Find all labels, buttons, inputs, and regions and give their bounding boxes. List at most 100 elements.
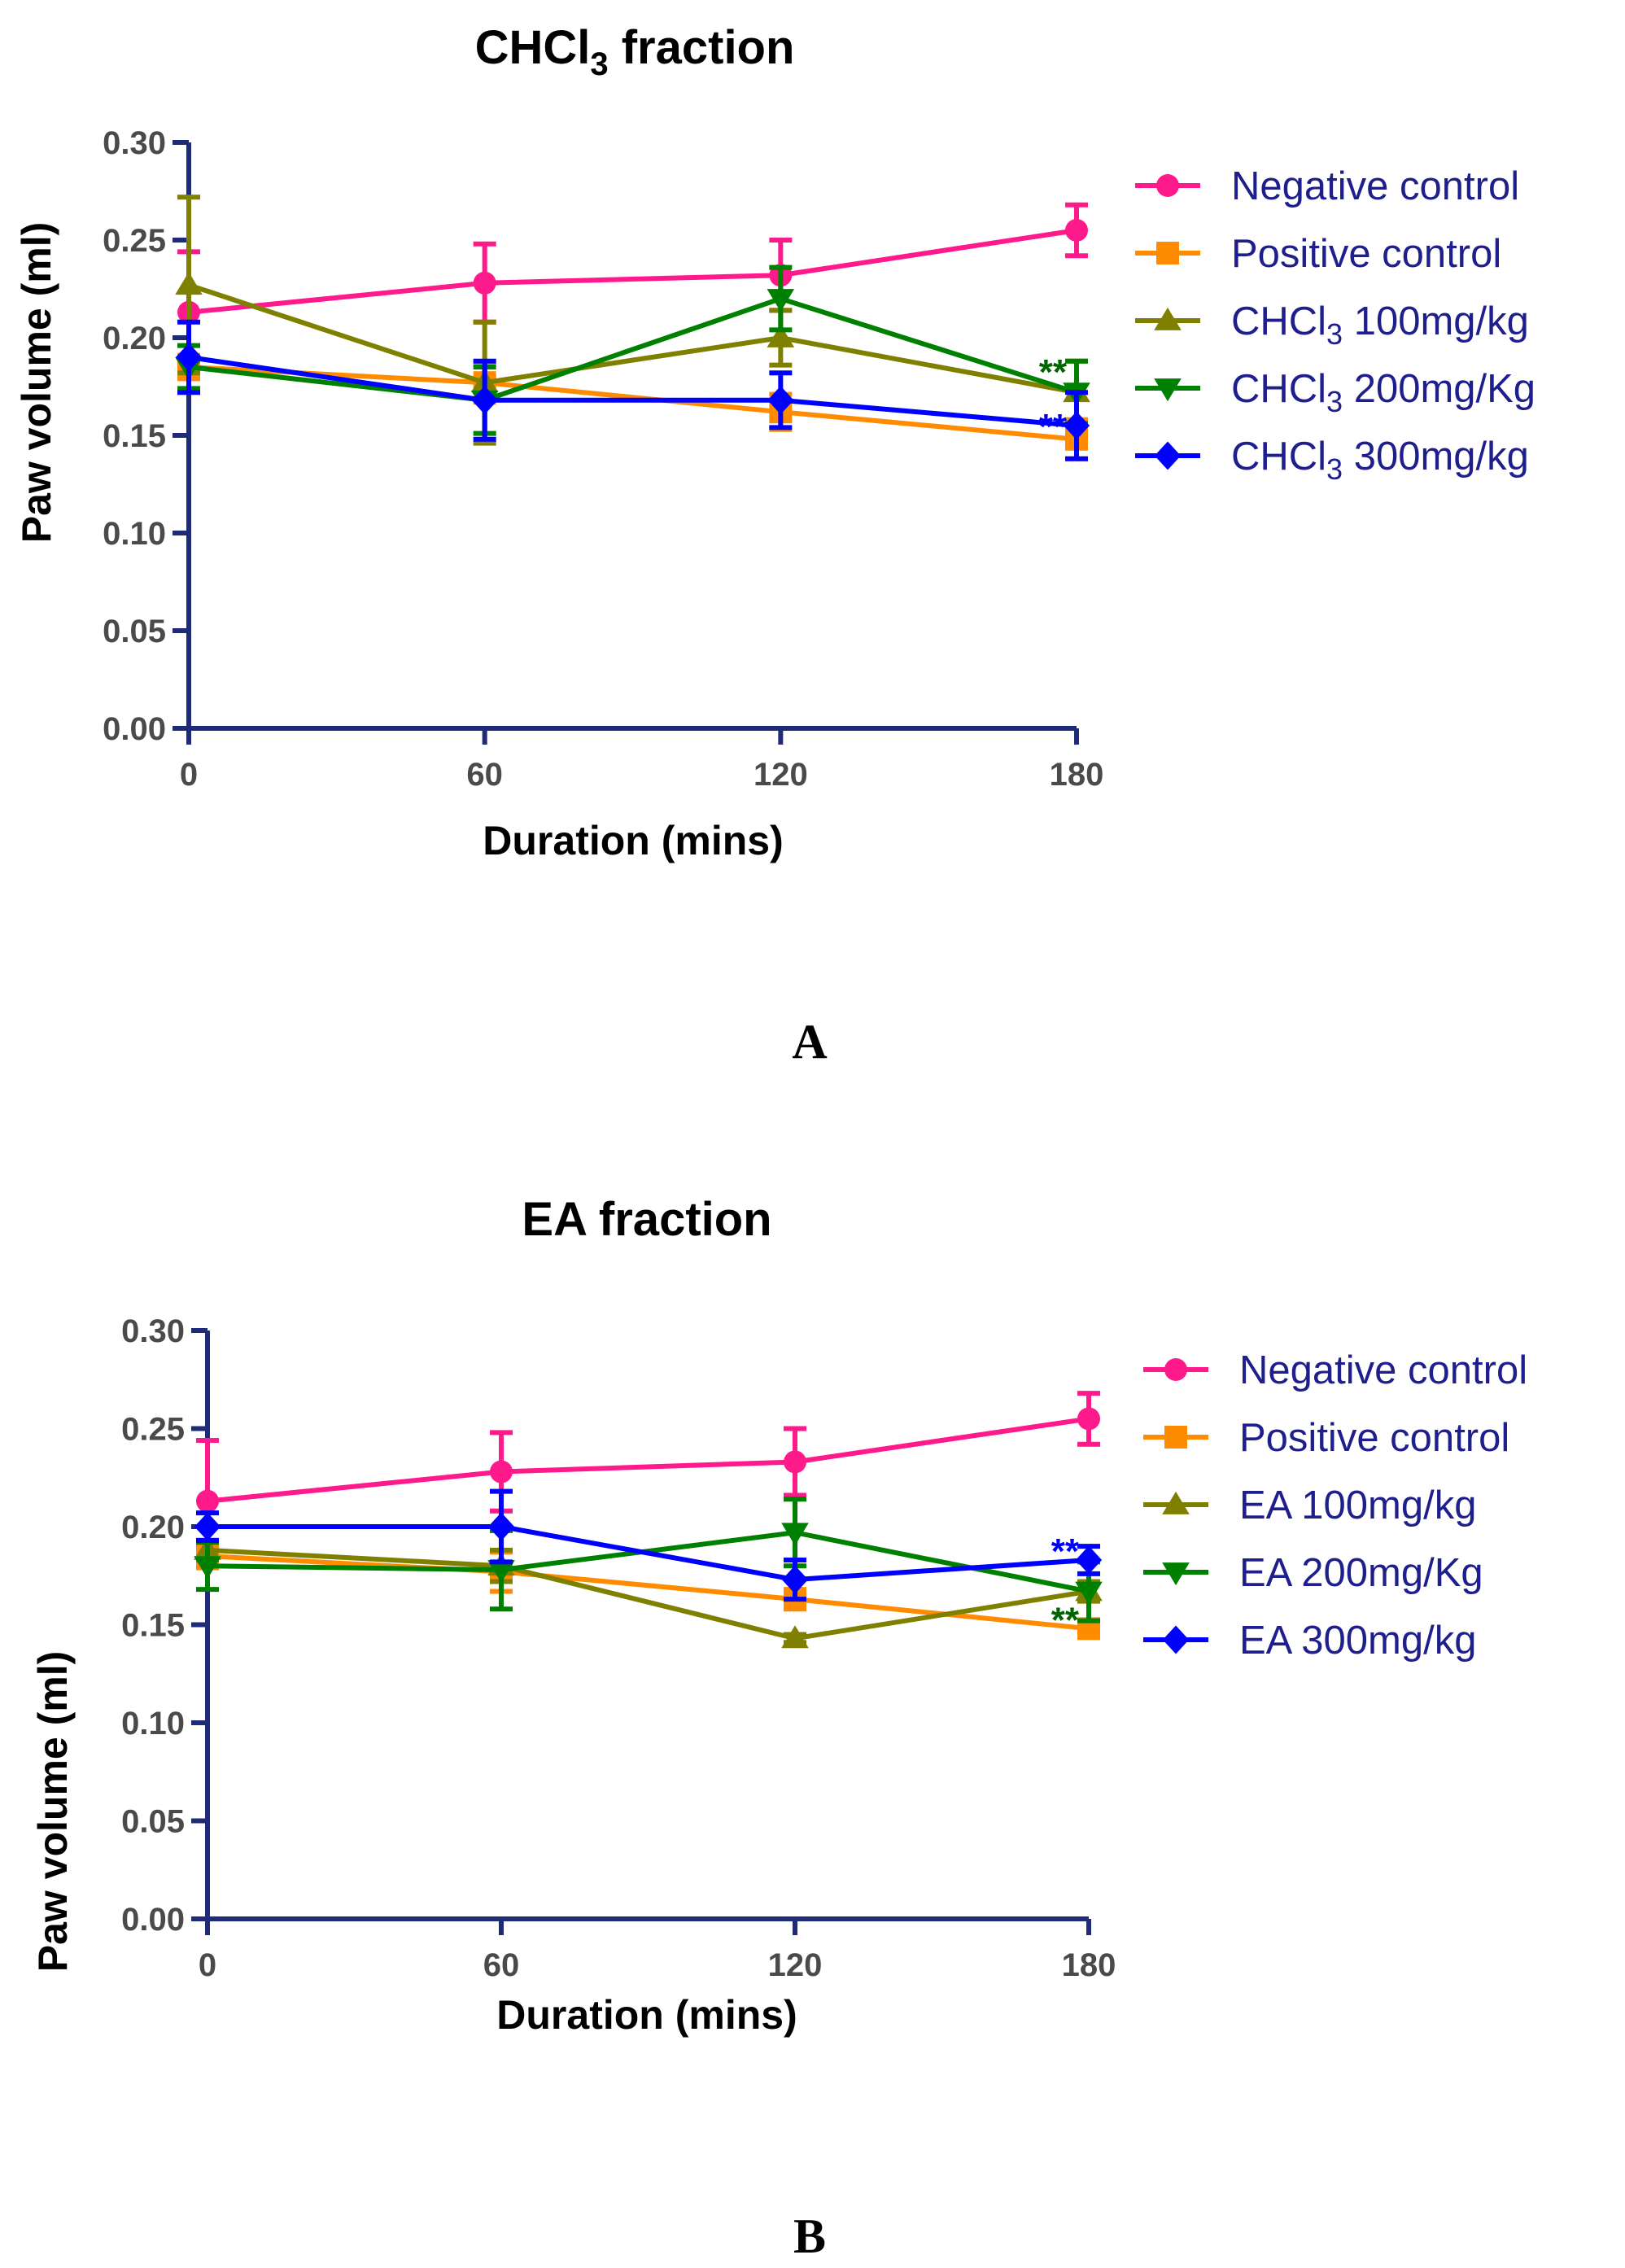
series-2 — [175, 194, 1090, 446]
legend-item-0: Negative control — [1143, 1348, 1527, 1392]
data-point — [490, 1460, 513, 1484]
legend-label: CHCl3 100mg/kg — [1231, 299, 1529, 351]
legend-marker — [1164, 1358, 1187, 1381]
data-point — [767, 289, 795, 312]
legend-marker — [1156, 242, 1179, 264]
legend-label: Positive control — [1239, 1416, 1509, 1460]
x-tick-label: 0 — [180, 757, 198, 793]
data-point — [767, 324, 795, 347]
y-tick-label: 0.05 — [103, 614, 166, 649]
legend-marker — [1162, 1562, 1190, 1586]
series-line — [188, 365, 1077, 442]
series-0 — [196, 1391, 1100, 1565]
chart-title: CHCl3 fraction — [475, 21, 795, 82]
figure-a: CHCl3 fraction Paw volume (ml) Duration … — [14, 21, 1535, 1068]
plot-area: 0.00 0.05 0.10 0.15 0.20 0.25 0.30 0 60 120 180 ** *… — [103, 125, 1103, 793]
legend-item-0: Negative control — [1135, 164, 1519, 208]
figure-b: EA fraction Paw volume (ml) Duration (mi… — [0, 1134, 1625, 2267]
series-line — [188, 355, 1077, 428]
y-tick-label: 0.10 — [103, 516, 166, 552]
data-point — [196, 1489, 219, 1513]
data-point — [1075, 1545, 1103, 1575]
data-point — [781, 1565, 809, 1594]
y-axis-label: Paw volume (ml) — [14, 222, 59, 544]
data-point — [781, 1625, 809, 1649]
y-tick-label: 0.30 — [121, 1313, 185, 1349]
data-point — [487, 1512, 515, 1541]
legend-label: EA 100mg/kg — [1239, 1484, 1476, 1527]
significance-marker: ** — [1039, 352, 1068, 392]
legend-item-3: CHCl3 200mg/Kg — [1135, 367, 1535, 418]
y-tick-label: 0.10 — [121, 1706, 185, 1741]
data-point — [175, 272, 203, 295]
legend-label: Negative control — [1239, 1348, 1527, 1392]
data-point — [784, 1450, 806, 1474]
x-tick-label: 60 — [483, 1947, 520, 1983]
data-point — [194, 1556, 221, 1580]
significance-marker: ** — [1039, 407, 1068, 447]
legend-item-3: EA 200mg/Kg — [1143, 1551, 1483, 1595]
data-point — [1065, 219, 1088, 242]
y-tick-label: 0.25 — [103, 223, 166, 259]
y-tick-label: 0.15 — [121, 1608, 185, 1644]
significance-marker: ** — [1051, 1532, 1080, 1571]
legend-label: Negative control — [1231, 164, 1519, 208]
legend-item-4: EA 300mg/kg — [1143, 1619, 1476, 1663]
data-point — [487, 1560, 515, 1584]
legend: Negative control Positive control CHCl3 10… — [1135, 164, 1535, 486]
legend-label: Positive control — [1231, 232, 1501, 276]
y-tick-label: 0.15 — [103, 418, 166, 454]
plot-area: 0.00 0.05 0.10 0.15 0.20 0.25 0.30 0 60 120 180 ** *… — [121, 1313, 1116, 1983]
series-4 — [194, 1488, 1103, 1602]
x-tick-label: 180 — [1062, 1947, 1116, 1983]
significance-marker: ** — [1051, 1600, 1080, 1640]
legend-marker — [1164, 1426, 1187, 1449]
x-tick-label: 120 — [768, 1947, 823, 1983]
data-point — [1077, 1407, 1100, 1431]
legend-marker — [1156, 174, 1179, 197]
data-point — [767, 386, 794, 415]
x-tick-label: 0 — [199, 1947, 216, 1983]
chart-title: EA fraction — [522, 1193, 771, 1246]
data-point — [471, 386, 498, 415]
data-point — [1063, 411, 1090, 440]
y-tick-label: 0.20 — [121, 1510, 185, 1545]
y-tick-label: 0.25 — [121, 1412, 185, 1448]
legend-label: CHCl3 200mg/Kg — [1231, 367, 1535, 418]
x-tick-label: 60 — [466, 757, 503, 793]
x-axis-label: Duration (mins) — [496, 1992, 797, 2038]
series-0 — [177, 202, 1088, 376]
y-tick-label: 0.00 — [121, 1902, 185, 1938]
data-point — [1075, 1581, 1103, 1605]
series-line — [207, 1416, 1090, 1504]
legend-label: EA 200mg/Kg — [1239, 1551, 1483, 1595]
data-point — [473, 271, 496, 295]
y-tick-label: 0.30 — [103, 125, 166, 161]
series-line — [207, 1524, 1090, 1583]
legend-marker — [1162, 1625, 1190, 1654]
series-line — [188, 282, 1077, 395]
y-tick-label: 0.20 — [103, 321, 166, 356]
y-axis-label: Paw volume (ml) — [30, 1651, 76, 1973]
series-line — [207, 1547, 1090, 1641]
legend-label: EA 300mg/kg — [1239, 1619, 1476, 1663]
legend-marker — [1154, 307, 1182, 330]
data-point — [175, 343, 203, 372]
series-line — [188, 228, 1077, 315]
legend-item-1: Positive control — [1143, 1416, 1509, 1460]
legend-marker — [1162, 1491, 1190, 1514]
legend-item-2: EA 100mg/kg — [1143, 1484, 1476, 1527]
data-point — [194, 1512, 221, 1541]
legend-item-4: CHCl3 300mg/kg — [1135, 435, 1529, 486]
data-point — [781, 1523, 809, 1546]
series-line — [188, 295, 1077, 403]
panel-label-a: A — [792, 1015, 827, 1068]
chart-b: EA fraction Paw volume (ml) Duration (mi… — [30, 1193, 1527, 2263]
chart-a: CHCl3 fraction Paw volume (ml) Duration … — [14, 21, 1535, 1068]
legend-marker — [1154, 378, 1182, 402]
x-tick-label: 120 — [754, 757, 808, 793]
legend-marker — [1154, 441, 1182, 470]
y-tick-label: 0.00 — [103, 711, 166, 747]
legend-item-1: Positive control — [1135, 232, 1501, 276]
panel-label-b: B — [793, 2209, 826, 2263]
